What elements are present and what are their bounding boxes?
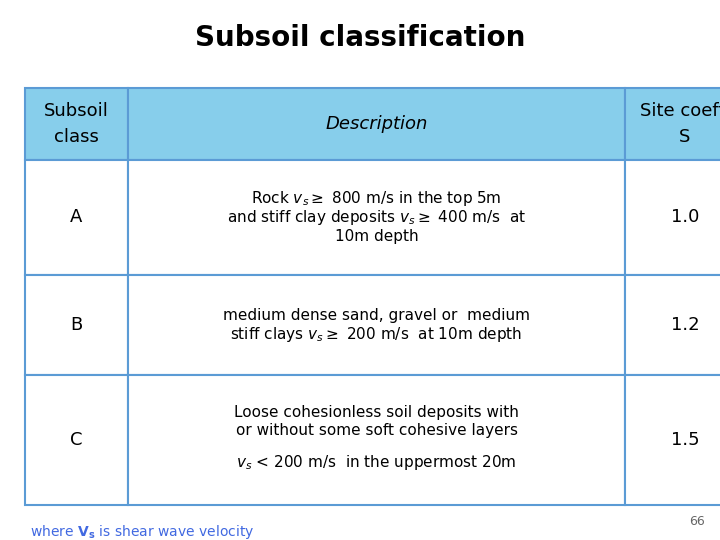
Bar (625, 275, 720, 375)
Bar (25, 375, 128, 505)
Text: where $\mathbf{V_s}$ is shear wave velocity: where $\mathbf{V_s}$ is shear wave veloc… (30, 523, 254, 540)
Bar (625, 375, 720, 505)
Bar (128, 375, 625, 505)
Text: 1.2: 1.2 (671, 316, 699, 334)
Bar (625, 88, 720, 160)
Text: 10m depth: 10m depth (335, 229, 418, 244)
Bar (128, 275, 625, 375)
Text: B: B (71, 316, 83, 334)
Text: 66: 66 (689, 515, 705, 528)
Text: or without some soft cohesive layers: or without some soft cohesive layers (235, 423, 518, 438)
Text: A: A (71, 208, 83, 226)
Text: Loose cohesionless soil deposits with: Loose cohesionless soil deposits with (234, 404, 519, 420)
Bar (25, 160, 128, 275)
Text: Site coeff.
S: Site coeff. S (640, 103, 720, 145)
Text: medium dense sand, gravel or  medium: medium dense sand, gravel or medium (223, 308, 530, 323)
Text: $v_s$ < 200 m/s  in the uppermost 20m: $v_s$ < 200 m/s in the uppermost 20m (236, 453, 517, 471)
Bar (625, 160, 720, 275)
Text: 1.5: 1.5 (671, 431, 699, 449)
Bar (128, 88, 625, 160)
Bar (128, 160, 625, 275)
Text: Subsoil classification: Subsoil classification (195, 24, 525, 52)
Text: Rock $v_s \geq$ 800 m/s in the top 5m: Rock $v_s \geq$ 800 m/s in the top 5m (251, 189, 502, 208)
Bar (25, 88, 128, 160)
Text: and stiff clay deposits $v_s \geq$ 400 m/s  at: and stiff clay deposits $v_s \geq$ 400 m… (227, 208, 526, 227)
Text: Subsoil
class: Subsoil class (44, 103, 109, 145)
Bar (25, 275, 128, 375)
Text: Description: Description (325, 115, 428, 133)
Text: stiff clays $v_s \geq$ 200 m/s  at 10m depth: stiff clays $v_s \geq$ 200 m/s at 10m de… (230, 325, 523, 344)
Text: C: C (71, 431, 83, 449)
Text: 1.0: 1.0 (671, 208, 699, 226)
